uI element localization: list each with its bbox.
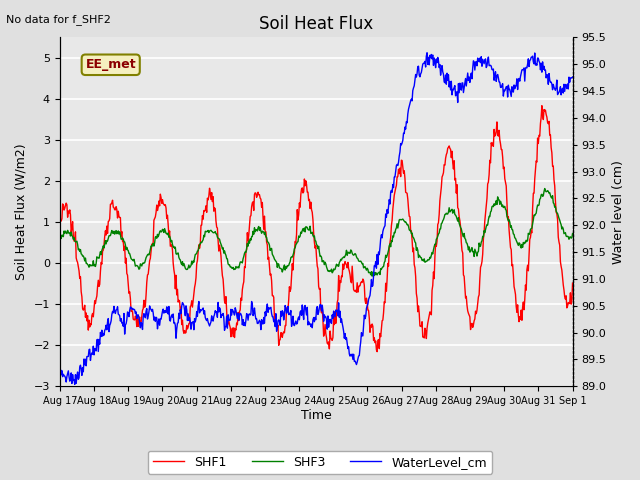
SHF3 bbox=[569, 231, 577, 237]
WaterLevel_cm bbox=[569, 74, 577, 80]
SHF3 bbox=[118, 236, 125, 242]
Text: No data for f_SHF2: No data for f_SHF2 bbox=[6, 14, 111, 25]
SHF3 bbox=[368, 273, 376, 279]
SHF1 bbox=[197, 222, 205, 228]
SHF1 bbox=[394, 174, 402, 180]
SHF3 bbox=[379, 264, 387, 270]
SHF3 bbox=[197, 240, 205, 245]
WaterLevel_cm bbox=[394, 163, 402, 168]
SHF1 bbox=[65, 210, 73, 216]
WaterLevel_cm bbox=[198, 307, 205, 313]
WaterLevel_cm bbox=[56, 367, 63, 373]
WaterLevel_cm bbox=[379, 228, 387, 234]
Line: SHF3: SHF3 bbox=[60, 189, 573, 276]
SHF1 bbox=[56, 223, 63, 229]
SHF3 bbox=[65, 230, 73, 236]
SHF1 bbox=[373, 349, 381, 355]
Y-axis label: Water level (cm): Water level (cm) bbox=[612, 160, 625, 264]
SHF1 bbox=[118, 228, 125, 234]
WaterLevel_cm bbox=[65, 374, 73, 380]
SHF1 bbox=[538, 103, 546, 108]
Line: SHF1: SHF1 bbox=[60, 106, 573, 352]
SHF1 bbox=[170, 267, 178, 273]
Line: WaterLevel_cm: WaterLevel_cm bbox=[60, 53, 573, 384]
SHF3 bbox=[170, 244, 178, 250]
X-axis label: Time: Time bbox=[301, 409, 332, 422]
WaterLevel_cm bbox=[71, 382, 79, 387]
SHF3 bbox=[541, 186, 548, 192]
Legend: SHF1, SHF3, WaterLevel_cm: SHF1, SHF3, WaterLevel_cm bbox=[148, 451, 492, 474]
SHF3 bbox=[394, 225, 402, 231]
SHF3 bbox=[56, 238, 63, 244]
Title: Soil Heat Flux: Soil Heat Flux bbox=[259, 15, 373, 33]
Y-axis label: Soil Heat Flux (W/m2): Soil Heat Flux (W/m2) bbox=[15, 144, 28, 280]
SHF1 bbox=[379, 317, 387, 323]
SHF1 bbox=[569, 280, 577, 286]
Text: EE_met: EE_met bbox=[85, 58, 136, 71]
WaterLevel_cm bbox=[118, 320, 126, 326]
WaterLevel_cm bbox=[423, 50, 431, 56]
WaterLevel_cm bbox=[171, 320, 179, 325]
